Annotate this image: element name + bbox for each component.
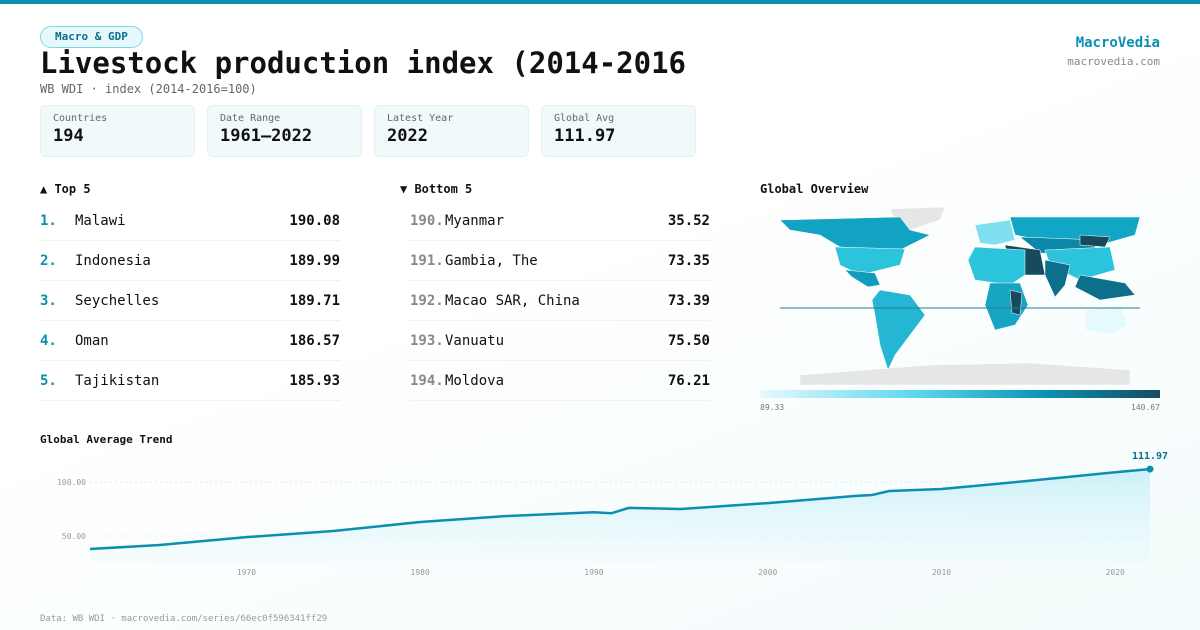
legend-max: 140.67 [1131, 403, 1160, 412]
map-color-legend [760, 390, 1160, 398]
trend-area [90, 469, 1150, 562]
mexico [844, 269, 881, 288]
southeast-asia [1074, 274, 1136, 301]
country-name: Myanmar [445, 212, 505, 229]
x-tick-label: 2010 [932, 568, 951, 577]
ranking-row[interactable]: 2. Indonesia 189.99 [40, 241, 340, 281]
country-name: Oman [75, 332, 109, 349]
country-name: Vanuatu [445, 332, 505, 349]
last-value-label: 111.97 [1132, 451, 1168, 462]
rank-number: 191. [410, 252, 444, 269]
rank-number: 194. [410, 372, 444, 389]
brand-logo[interactable]: MacroVedia [1075, 35, 1160, 51]
brand-url[interactable]: macrovedia.com [1067, 55, 1160, 68]
country-name: Indonesia [75, 252, 151, 269]
stat-value: 2022 [387, 126, 428, 146]
east-africa [1009, 289, 1023, 316]
antarctica [799, 362, 1131, 385]
rank-number: 1. [40, 212, 57, 229]
south-america [871, 289, 926, 371]
x-tick-label: 2000 [758, 568, 777, 577]
mongolia [1079, 234, 1111, 248]
trend-line [89, 467, 1151, 551]
country-value: 35.52 [667, 212, 710, 229]
ranking-row[interactable]: 1. Malawi 190.08 [40, 201, 340, 241]
top5-heading: ▲ Top 5 [40, 182, 91, 196]
country-name: Gambia, The [445, 252, 538, 269]
country-value: 186.57 [289, 332, 340, 349]
country-value: 190.08 [289, 212, 340, 229]
rank-number: 190. [410, 212, 444, 229]
australia [1084, 304, 1129, 336]
africa-south [984, 282, 1029, 331]
country-name: Tajikistan [75, 372, 160, 389]
page-title: Livestock production index (2014-2016 = [40, 46, 700, 80]
y-tick-label: 50.00 [62, 532, 86, 541]
rank-number: 192. [410, 292, 444, 309]
bottom5-heading: ▼ Bottom 5 [400, 182, 473, 196]
rank-number: 2. [40, 252, 57, 269]
stat-card-countries: Countries 194 [40, 105, 195, 157]
country-value: 185.93 [289, 372, 340, 389]
rank-number: 193. [410, 332, 444, 349]
usa [834, 246, 906, 276]
stat-label: Global Avg [554, 113, 615, 124]
europe [974, 219, 1016, 246]
country-value: 189.99 [289, 252, 340, 269]
india [1044, 259, 1071, 298]
stat-value: 194 [53, 126, 84, 146]
rank-number: 3. [40, 292, 57, 309]
x-tick-label: 1970 [237, 568, 256, 577]
ranking-row[interactable]: 3. Seychelles 189.71 [40, 281, 340, 321]
country-value: 189.71 [289, 292, 340, 309]
ranking-row[interactable]: 190. Myanmar 35.52 [410, 201, 710, 241]
country-name: Moldova [445, 372, 505, 389]
map-regions [780, 206, 1140, 385]
ranking-row[interactable]: 5. Tajikistan 185.93 [40, 361, 340, 401]
footer-source: Data: WB WDI · macrovedia.com/series/66e… [40, 614, 328, 624]
stat-value: 1961–2022 [220, 126, 313, 146]
ranking-row[interactable]: 192. Macao SAR, China 73.39 [410, 281, 710, 321]
x-tick-label: 1980 [411, 568, 430, 577]
africa-north [967, 246, 1026, 286]
last-point-marker[interactable] [1146, 465, 1154, 473]
ranking-row[interactable]: 194. Moldova 76.21 [410, 361, 710, 401]
rank-number: 5. [40, 372, 57, 389]
ranking-row[interactable]: 4. Oman 186.57 [40, 321, 340, 361]
x-tick-label: 1990 [584, 568, 603, 577]
country-name: Seychelles [75, 292, 160, 309]
country-value: 73.35 [667, 252, 710, 269]
country-value: 76.21 [667, 372, 710, 389]
stat-label: Latest Year [387, 113, 454, 124]
stat-label: Date Range [220, 113, 281, 124]
map-heading: Global Overview [760, 182, 869, 196]
page-subtitle: WB WDI · index (2014-2016=100) [40, 82, 257, 96]
trend-heading: Global Average Trend [40, 433, 173, 446]
stat-card-latest-year: Latest Year 2022 [374, 105, 529, 157]
country-name: Malawi [75, 212, 126, 229]
stat-card-global-avg: Global Avg 111.97 [541, 105, 696, 157]
stat-label: Countries [53, 113, 108, 124]
country-value: 73.39 [667, 292, 710, 309]
x-tick-label: 2020 [1106, 568, 1125, 577]
ranking-row[interactable]: 193. Vanuatu 75.50 [410, 321, 710, 361]
country-value: 75.50 [667, 332, 710, 349]
rank-number: 4. [40, 332, 57, 349]
stat-card-date-range: Date Range 1961–2022 [207, 105, 362, 157]
category-tag[interactable]: Macro & GDP [40, 26, 143, 48]
top-accent-bar [0, 0, 1200, 4]
world-map[interactable] [780, 205, 1140, 385]
y-tick-label: 100.00 [57, 478, 86, 487]
ranking-row[interactable]: 191. Gambia, The 73.35 [410, 241, 710, 281]
trend-chart[interactable]: 50.00 100.00 1970 1980 1990 2000 2010 2020 111.9… [0, 440, 1200, 585]
stat-value: 111.97 [554, 126, 616, 146]
country-name: Macao SAR, China [445, 292, 580, 309]
legend-min: 89.33 [760, 403, 785, 412]
